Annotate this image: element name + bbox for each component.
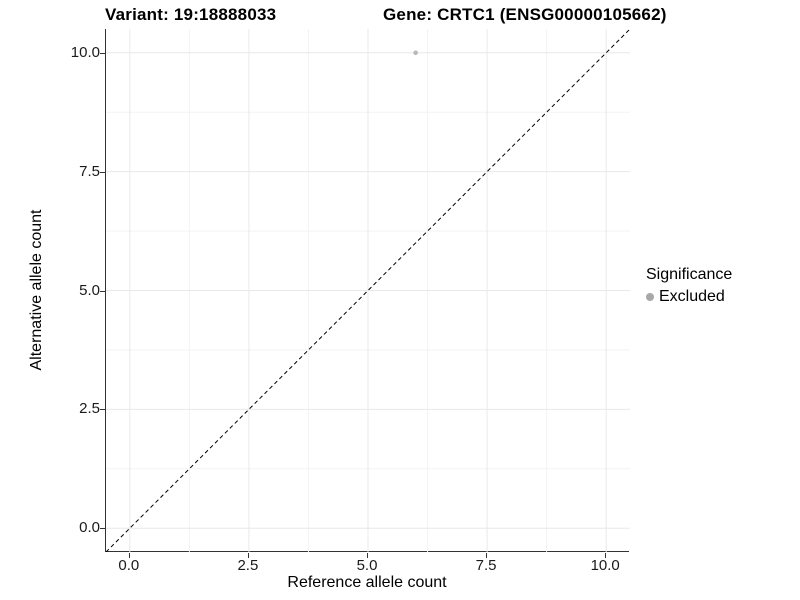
x-tick-label: 2.5	[237, 557, 259, 574]
x-tick-label: 7.5	[475, 557, 497, 574]
legend-item-excluded: Excluded	[646, 288, 732, 306]
x-tick-mark	[367, 553, 368, 558]
plot-title-variant: Variant: 19:18888033	[105, 5, 277, 24]
y-tick-mark	[100, 528, 105, 530]
x-tick-label: 0.0	[118, 557, 140, 574]
x-axis-title: Reference allele count	[287, 574, 447, 591]
legend: Significance Excluded	[646, 266, 732, 306]
y-tick-label: 2.5	[79, 400, 100, 418]
y-tick-mark	[100, 290, 105, 292]
y-tick-label: 5.0	[79, 281, 100, 299]
x-tick-mark	[247, 553, 249, 558]
legend-item-label: Excluded	[659, 288, 725, 305]
identity-reference-line	[106, 29, 630, 552]
y-axis-title: Alternative allele count	[28, 209, 45, 371]
plot-title-gene: Gene: CRTC1 (ENSG00000105662)	[383, 5, 667, 24]
plot-panel	[105, 29, 630, 552]
y-tick-label: 10.0	[70, 43, 100, 61]
excluded-point-icon	[646, 293, 654, 301]
panel-canvas	[106, 29, 630, 552]
y-tick-mark	[100, 409, 105, 411]
y-tick-mark	[100, 171, 105, 173]
legend-title: Significance	[646, 266, 733, 283]
x-tick-label: 5.0	[356, 557, 378, 574]
y-tick-label: 7.5	[79, 162, 100, 180]
y-tick-label: 0.0	[79, 519, 100, 537]
x-tick-mark	[605, 553, 607, 558]
y-tick-mark	[100, 52, 105, 54]
x-tick-label: 10.0	[590, 557, 620, 574]
x-tick-mark	[128, 553, 130, 558]
data-point	[413, 50, 418, 56]
x-tick-mark	[486, 553, 488, 558]
